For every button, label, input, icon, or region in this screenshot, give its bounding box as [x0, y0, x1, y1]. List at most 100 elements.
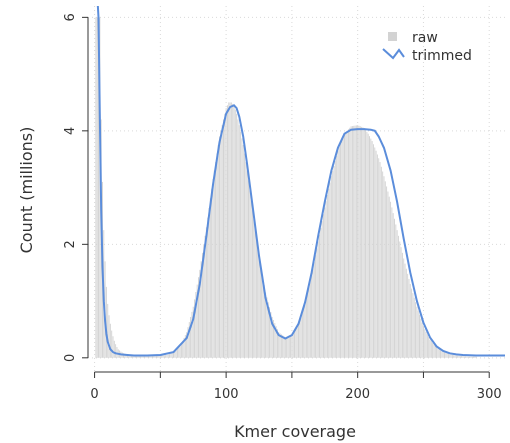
raw-bar: [357, 125, 359, 358]
raw-bar: [257, 246, 259, 358]
raw-bar: [236, 113, 238, 358]
raw-bar: [282, 335, 284, 358]
raw-bar: [109, 323, 111, 358]
raw-bar: [270, 312, 272, 358]
raw-bar: [99, 17, 101, 358]
raw-bar: [344, 133, 345, 358]
raw-bar: [273, 320, 274, 358]
x-tick-label: 300: [477, 387, 502, 402]
raw-bar: [461, 355, 463, 358]
raw-bar: [113, 340, 115, 358]
raw-bar: [151, 355, 153, 358]
raw-bar: [322, 214, 324, 358]
raw-bar: [428, 337, 430, 358]
raw-bar: [445, 353, 447, 358]
raw-bar: [379, 162, 381, 358]
raw-bar: [242, 145, 244, 358]
raw-bar: [384, 181, 386, 358]
raw-bar: [305, 298, 307, 358]
raw-bar: [347, 129, 349, 358]
raw-bar: [330, 176, 332, 358]
raw-bar: [325, 201, 327, 358]
raw-bar: [307, 292, 309, 358]
legend-label-trimmed: trimmed: [412, 48, 472, 64]
raw-bar: [387, 191, 389, 358]
raw-bar: [405, 268, 407, 358]
raw-bar: [459, 355, 461, 358]
raw-bar: [292, 332, 294, 358]
raw-bar: [369, 136, 370, 358]
raw-bar: [192, 306, 194, 358]
raw-bar: [95, 17, 97, 358]
raw-bar: [254, 228, 256, 358]
raw-bar: [166, 354, 168, 358]
raw-bar: [404, 263, 406, 358]
raw-bar: [425, 331, 427, 358]
raw-bar: [299, 319, 301, 358]
y-tick-label: 4: [63, 127, 78, 135]
raw-bar: [433, 344, 435, 358]
raw-bar: [382, 171, 384, 358]
raw-bar: [266, 297, 268, 358]
raw-bar: [205, 227, 207, 358]
raw-bar: [451, 354, 453, 358]
raw-bar: [380, 166, 382, 358]
raw-bar: [271, 316, 273, 358]
x-tick-label: 100: [214, 387, 239, 402]
raw-bar: [326, 194, 328, 358]
raw-bar: [351, 126, 353, 358]
raw-bar: [226, 105, 228, 358]
raw-bar: [288, 337, 290, 358]
raw-bar: [332, 171, 334, 358]
raw-bar: [411, 288, 413, 358]
trimmed-line: [96, 6, 505, 357]
raw-bar: [300, 315, 302, 358]
raw-bar: [224, 113, 226, 358]
raw-bar: [96, 17, 98, 358]
legend: raw trimmed: [382, 30, 472, 64]
raw-bar: [173, 352, 174, 358]
legend-swatch-raw: [388, 32, 397, 41]
raw-bar: [450, 354, 452, 358]
raw-bar: [296, 326, 298, 358]
raw-bar: [98, 17, 99, 358]
raw-bar: [419, 314, 420, 358]
raw-bar: [457, 355, 459, 358]
raw-bar: [383, 176, 385, 358]
raw-bar: [250, 200, 252, 358]
raw-bar: [107, 303, 109, 358]
raw-bar: [159, 355, 161, 358]
raw-bar: [338, 147, 340, 358]
raw-bar: [229, 102, 231, 358]
raw-bar: [474, 356, 476, 358]
raw-bar: [216, 153, 218, 358]
raw-bar: [465, 356, 467, 358]
raw-bar: [259, 263, 261, 358]
raw-bar: [470, 356, 472, 358]
raw-bar: [179, 346, 181, 358]
raw-bar: [412, 293, 414, 358]
raw-bar: [297, 323, 299, 358]
raw-bar: [234, 109, 236, 358]
raw-bar: [438, 349, 440, 358]
raw-bar: [284, 337, 286, 358]
raw-bar: [421, 322, 423, 358]
raw-bar: [175, 350, 177, 358]
raw-bar: [157, 355, 159, 358]
raw-bar: [126, 354, 128, 358]
raw-bar: [188, 322, 190, 358]
raw-bar: [174, 351, 176, 358]
raw-bar: [150, 355, 152, 358]
raw-bar: [283, 336, 285, 358]
raw-bar: [403, 258, 405, 358]
raw-bar: [424, 329, 426, 358]
raw-bar: [244, 153, 246, 358]
raw-bar: [249, 190, 251, 358]
raw-bar: [392, 213, 394, 358]
raw-bar: [201, 252, 203, 358]
raw-bar: [391, 207, 393, 358]
y-tick-label: 2: [63, 240, 78, 248]
raw-bar: [374, 147, 376, 358]
raw-bar: [171, 353, 173, 358]
raw-bar: [430, 341, 432, 358]
